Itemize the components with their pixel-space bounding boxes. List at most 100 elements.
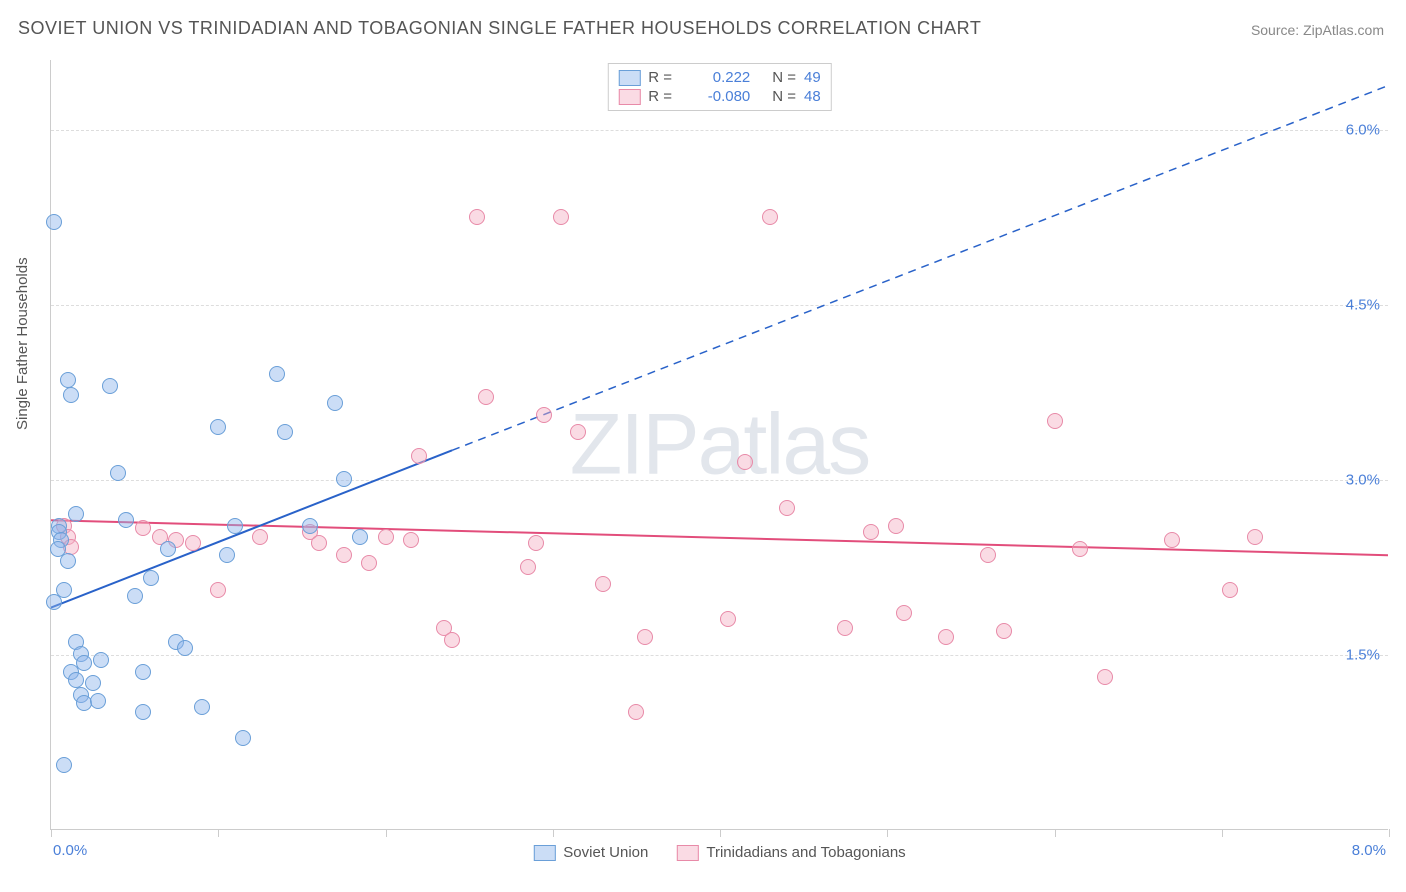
pink-point	[469, 209, 485, 225]
pink-point	[528, 535, 544, 551]
gridline	[51, 655, 1388, 656]
pink-point	[478, 389, 494, 405]
blue-point	[143, 570, 159, 586]
blue-point	[60, 553, 76, 569]
trend-lines-layer	[51, 60, 1388, 829]
x-tick	[1055, 829, 1056, 837]
pink-point	[595, 576, 611, 592]
y-tick-label: 1.5%	[1346, 647, 1380, 664]
blue-point	[118, 512, 134, 528]
pink-point	[1072, 541, 1088, 557]
pink-point	[361, 555, 377, 571]
pink-point	[1164, 532, 1180, 548]
n-value-pink: 48	[804, 88, 821, 105]
pink-point	[938, 629, 954, 645]
pink-point	[1047, 413, 1063, 429]
x-tick	[1222, 829, 1223, 837]
pink-point	[837, 620, 853, 636]
y-tick-label: 3.0%	[1346, 472, 1380, 489]
blue-point	[177, 640, 193, 656]
blue-point	[68, 672, 84, 688]
pink-point	[637, 629, 653, 645]
pink-point	[135, 520, 151, 536]
blue-point	[46, 214, 62, 230]
r-value-pink: -0.080	[686, 88, 750, 105]
n-value-blue: 49	[804, 69, 821, 86]
blue-point	[227, 518, 243, 534]
blue-point	[210, 419, 226, 435]
blue-point	[110, 465, 126, 481]
blue-point	[85, 675, 101, 691]
y-axis-label: Single Father Households	[14, 257, 31, 430]
pink-point	[520, 559, 536, 575]
blue-point	[327, 395, 343, 411]
source-value: ZipAtlas.com	[1303, 22, 1384, 38]
x-tick	[386, 829, 387, 837]
chart-title: SOVIET UNION VS TRINIDADIAN AND TOBAGONI…	[18, 18, 981, 39]
blue-point	[277, 424, 293, 440]
legend-label-blue: Soviet Union	[563, 844, 648, 861]
blue-point	[352, 529, 368, 545]
source-attribution: Source: ZipAtlas.com	[1251, 22, 1384, 38]
blue-point	[135, 704, 151, 720]
blue-point	[269, 366, 285, 382]
n-label: N =	[772, 69, 796, 86]
pink-point	[252, 529, 268, 545]
chart-plot-area: ZIPatlas 1.5%3.0%4.5%6.0% R = 0.222 N = …	[50, 60, 1388, 830]
y-tick-label: 6.0%	[1346, 122, 1380, 139]
r-label: R =	[648, 88, 678, 105]
pink-point	[570, 424, 586, 440]
pink-point	[1222, 582, 1238, 598]
pink-point	[185, 535, 201, 551]
x-tick	[1389, 829, 1390, 837]
pink-point	[536, 407, 552, 423]
blue-point	[68, 506, 84, 522]
pink-point	[779, 500, 795, 516]
pink-point	[863, 524, 879, 540]
blue-point	[56, 757, 72, 773]
pink-point	[336, 547, 352, 563]
swatch-pink-icon	[676, 845, 698, 861]
pink-point	[896, 605, 912, 621]
pink-point	[628, 704, 644, 720]
pink-point	[888, 518, 904, 534]
pink-point	[1247, 529, 1263, 545]
gridline	[51, 480, 1388, 481]
gridline	[51, 305, 1388, 306]
swatch-blue-icon	[533, 845, 555, 861]
r-value-blue: 0.222	[686, 69, 750, 86]
blue-point	[102, 378, 118, 394]
pink-point	[403, 532, 419, 548]
pink-point	[311, 535, 327, 551]
pink-point	[980, 547, 996, 563]
blue-point	[135, 664, 151, 680]
x-tick	[720, 829, 721, 837]
legend-item-pink: Trinidadians and Tobagonians	[676, 844, 905, 861]
pink-point	[378, 529, 394, 545]
source-label: Source:	[1251, 22, 1299, 38]
blue-point	[160, 541, 176, 557]
correlation-legend: R = 0.222 N = 49 R = -0.080 N = 48	[607, 63, 831, 111]
pink-point	[444, 632, 460, 648]
gridline	[51, 130, 1388, 131]
n-label: N =	[772, 88, 796, 105]
pink-point	[553, 209, 569, 225]
legend-item-blue: Soviet Union	[533, 844, 648, 861]
series-legend: Soviet Union Trinidadians and Tobagonian…	[533, 844, 905, 861]
pink-point	[1097, 669, 1113, 685]
swatch-pink	[618, 89, 640, 105]
pink-point	[720, 611, 736, 627]
legend-row-pink: R = -0.080 N = 48	[618, 87, 820, 106]
blue-point	[63, 387, 79, 403]
blue-point	[302, 518, 318, 534]
trend-line	[452, 86, 1388, 451]
x-tick	[887, 829, 888, 837]
blue-point	[336, 471, 352, 487]
blue-point	[93, 652, 109, 668]
blue-point	[60, 372, 76, 388]
blue-point	[56, 582, 72, 598]
blue-point	[127, 588, 143, 604]
pink-point	[411, 448, 427, 464]
legend-row-blue: R = 0.222 N = 49	[618, 68, 820, 87]
r-label: R =	[648, 69, 678, 86]
